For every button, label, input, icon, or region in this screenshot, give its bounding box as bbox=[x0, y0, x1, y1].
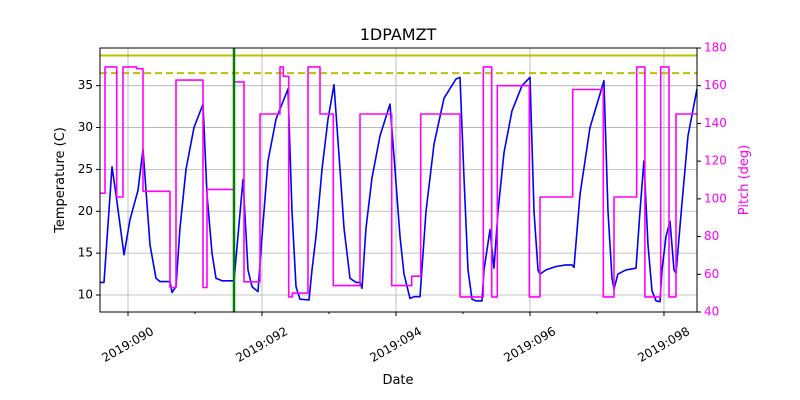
y-tick-label: 35 bbox=[78, 78, 93, 92]
y2-axis-label: Pitch (deg) bbox=[737, 145, 752, 215]
chart-title: 1DPAMZT bbox=[360, 25, 437, 44]
y2-tick-label: 160 bbox=[704, 78, 727, 92]
y2-tick-label: 120 bbox=[704, 154, 727, 168]
y2-tick-label: 40 bbox=[704, 305, 719, 319]
y2-tick-label: 140 bbox=[704, 116, 727, 130]
y-tick-label: 25 bbox=[78, 162, 93, 176]
plot-lines bbox=[100, 48, 698, 312]
y2-tick-label: 100 bbox=[704, 191, 727, 205]
y-tick-label: 30 bbox=[78, 120, 93, 134]
y2-tick-label: 80 bbox=[704, 229, 719, 243]
y-axis-label: Temperature (C) bbox=[53, 127, 68, 234]
y2-tick-label: 180 bbox=[704, 41, 727, 55]
y-tick-label: 20 bbox=[78, 204, 93, 218]
plot-frame bbox=[99, 47, 698, 313]
x-axis-label: Date bbox=[382, 373, 413, 388]
y-tick-label: 10 bbox=[78, 288, 93, 302]
pitch-series-line bbox=[100, 66, 697, 298]
y-tick-label: 15 bbox=[78, 246, 93, 260]
y2-tick-label: 60 bbox=[704, 267, 719, 281]
